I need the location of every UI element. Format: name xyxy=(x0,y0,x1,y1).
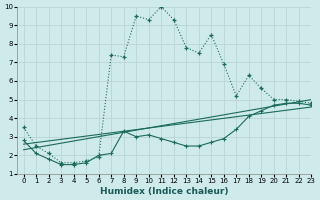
X-axis label: Humidex (Indice chaleur): Humidex (Indice chaleur) xyxy=(100,187,228,196)
